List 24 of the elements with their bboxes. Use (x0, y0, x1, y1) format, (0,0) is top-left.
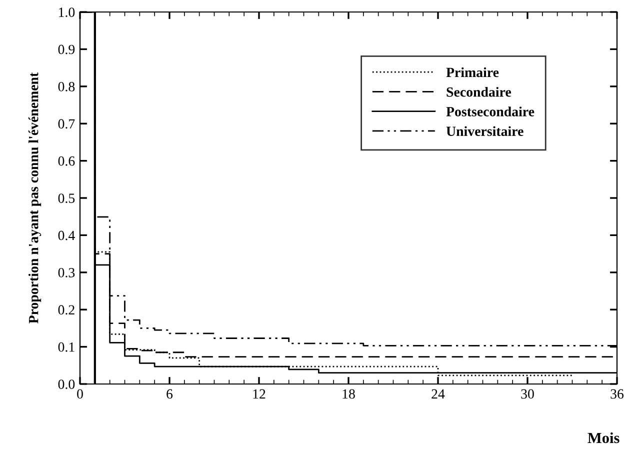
y-tick-label: 0.0 (58, 380, 75, 390)
y-tick-label: 0.2 (58, 305, 74, 315)
y-tick-label: 0.6 (58, 156, 75, 166)
y-tick-label: 0.8 (58, 82, 75, 92)
y-tick-label: 1.0 (59, 8, 75, 18)
legend-label: Postsecondaire (446, 106, 534, 116)
x-tick-label: 36 (610, 389, 624, 399)
x-tick-label: 18 (342, 389, 355, 399)
y-tick-label: 0.1 (58, 342, 74, 352)
x-tick-label: 24 (432, 389, 445, 398)
legend-label: Primaire (446, 67, 499, 78)
x-tick-label: 0 (77, 389, 83, 399)
legend-label: Secondaire (446, 86, 512, 97)
x-tick-label: 12 (253, 389, 266, 398)
x-tick-label: 6 (166, 389, 173, 399)
legend-label: Universitaire (446, 126, 524, 136)
y-axis-title: Proportion n'ayant pas connu l'événement (28, 72, 42, 324)
y-tick-label: 0.3 (58, 268, 75, 278)
y-tick-label: 0.9 (58, 44, 75, 54)
x-axis-title: Mois (588, 432, 620, 444)
y-tick-label: 0.5 (58, 194, 75, 204)
y-tick-label: 0.7 (58, 119, 75, 129)
y-tick-label: 0.4 (58, 230, 75, 240)
x-tick-label: 30 (521, 389, 534, 399)
